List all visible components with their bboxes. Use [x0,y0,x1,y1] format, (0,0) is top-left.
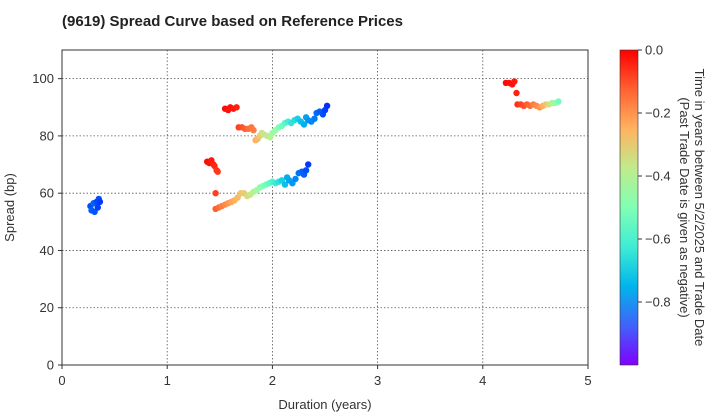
colorbar [619,49,639,366]
x-axis-ticks: 0 1 2 3 4 5 [58,365,592,388]
x-axis-label: Duration (years) [278,397,371,412]
data-point [555,98,562,105]
colorbar-tick-label: 0.0 [645,43,663,58]
colorbar-tick-label: −0.2 [645,106,671,121]
colorbar-tick-label: −0.4 [645,169,671,184]
data-point [302,167,310,174]
colorbar-label-line2: (Past Trade Date is given as negative) [677,97,692,317]
data-point [214,168,221,175]
grid-lines [62,50,588,365]
colorbar-tick-label: −0.8 [645,295,671,310]
data-point [94,204,102,211]
y-tick-label: 60 [40,186,54,201]
x-tick-label: 2 [269,373,276,388]
y-axis-label: Spread (bp) [2,173,17,242]
y-tick-label: 20 [40,300,54,315]
plot-frame [61,49,589,366]
x-tick-label: 4 [479,373,486,388]
colorbar-label-line1: Time in years between 5/2/2025 and Trade… [692,69,707,347]
data-point [323,102,331,110]
y-tick-label: 100 [32,71,54,86]
chart-title: (9619) Spread Curve based on Reference P… [62,13,403,30]
x-tick-label: 1 [164,373,171,388]
data-point [513,89,520,97]
x-tick-label: 5 [584,373,591,388]
data-points [87,78,562,215]
x-tick-label: 0 [58,373,65,388]
y-axis-ticks: 0 20 40 60 80 100 [32,71,62,373]
data-point [96,198,104,205]
data-point [212,190,219,197]
data-point [292,175,299,183]
x-tick-label: 3 [374,373,381,388]
y-tick-label: 40 [40,243,54,258]
data-point [511,78,518,85]
y-tick-label: 80 [40,128,54,143]
data-point [233,104,240,111]
data-point [250,127,257,134]
colorbar-ticks: 0.0 −0.2 −0.4 −0.6 −0.8 [638,43,671,310]
data-point [305,161,312,168]
y-tick-label: 0 [47,358,54,373]
data-point [311,115,318,122]
data-point [281,181,289,188]
data-point [300,121,308,128]
colorbar-tick-label: −0.6 [645,232,671,247]
